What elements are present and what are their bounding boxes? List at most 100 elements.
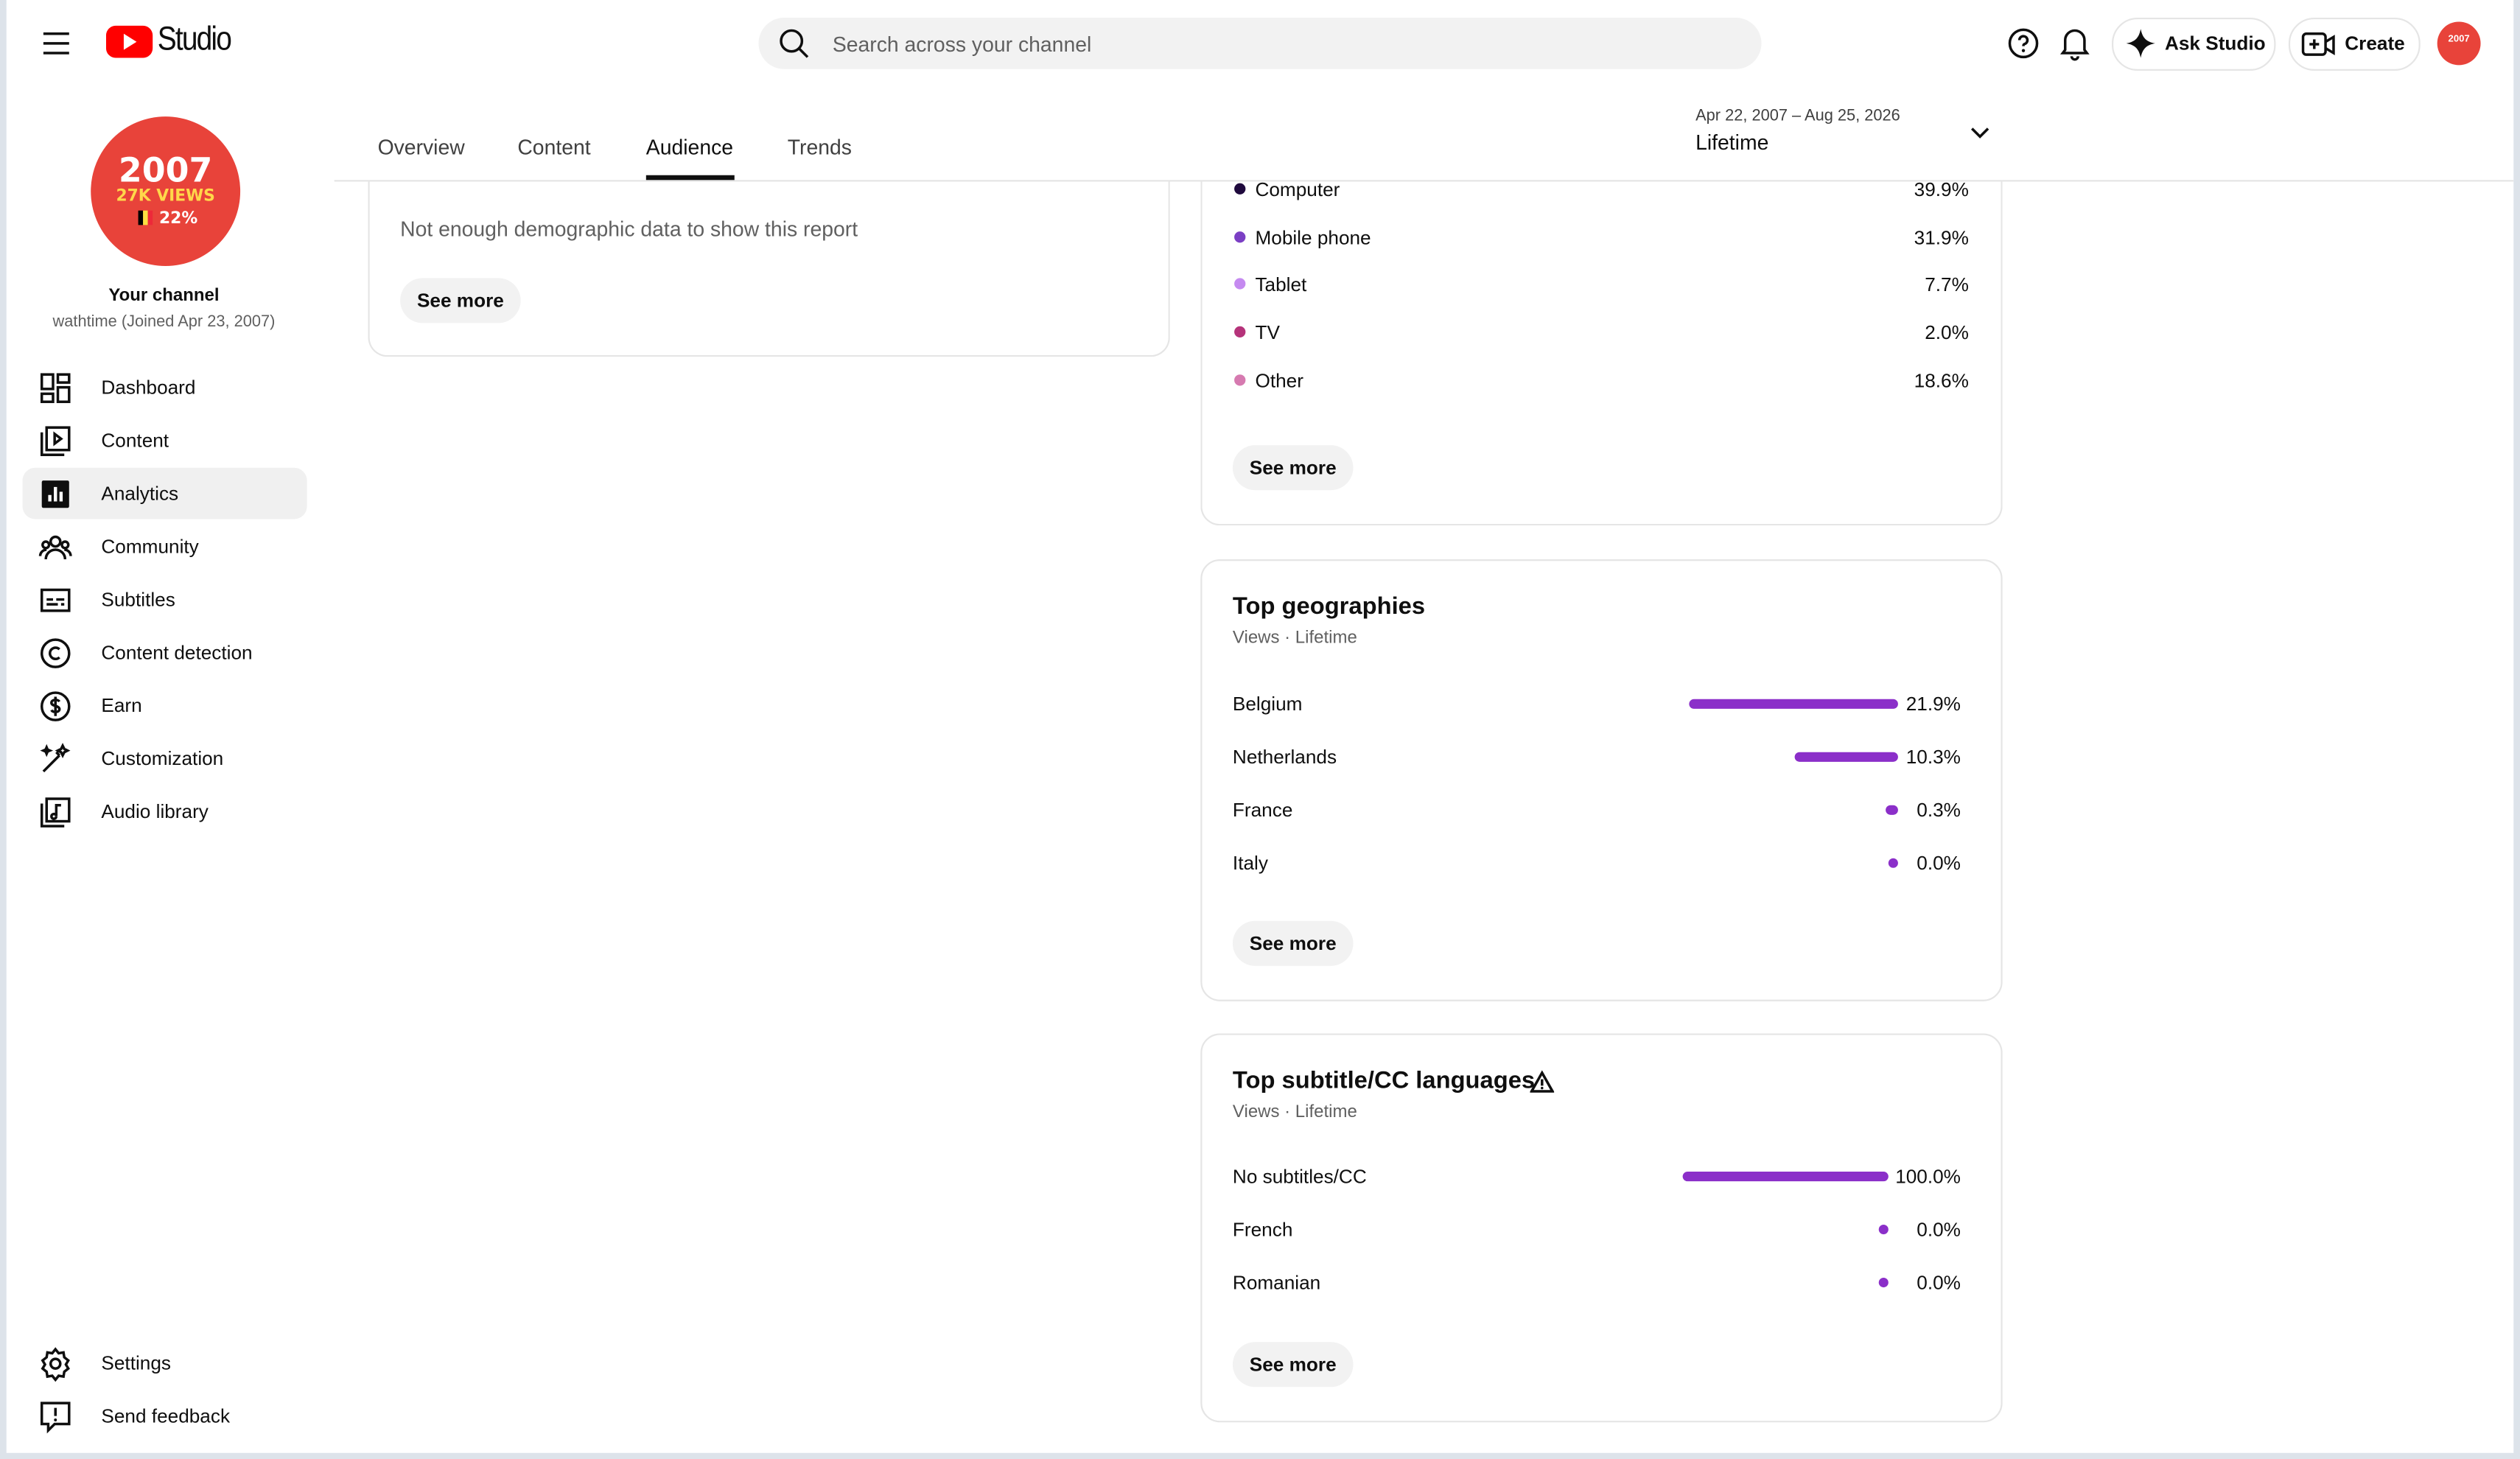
nav-label: Community <box>101 535 199 558</box>
nav-icon <box>41 480 69 508</box>
menu-button[interactable] <box>38 29 74 57</box>
legend-dot <box>1234 279 1246 290</box>
nav-label: Audio library <box>101 800 209 823</box>
account-avatar-year: 2007 <box>2449 33 2470 44</box>
help-button[interactable] <box>2007 27 2040 60</box>
legend-dot <box>1234 374 1246 386</box>
nav-item[interactable]: Earn <box>23 680 307 732</box>
legend-value: 2.0% <box>1925 321 1969 344</box>
tab[interactable]: Trends <box>787 135 852 159</box>
row-value: 21.9% <box>1905 693 1961 715</box>
legend-label: Tablet <box>1255 273 1307 297</box>
legend-value: 39.9% <box>1914 178 1969 201</box>
legend-dot <box>1234 326 1246 338</box>
tab[interactable]: Overview <box>377 135 465 159</box>
legend-row: Other 18.6% <box>1202 365 2001 397</box>
nav-item[interactable]: Settings <box>23 1337 307 1389</box>
nav-label: Dashboard <box>101 376 196 399</box>
legend-dot <box>1234 231 1246 242</box>
ask-studio-button[interactable]: Ask Studio <box>2111 17 2276 71</box>
nav-icon <box>40 691 71 721</box>
legend-value: 31.9% <box>1914 225 1969 249</box>
logo-icon[interactable] <box>105 24 154 60</box>
nav-item[interactable]: Content detection <box>23 627 307 679</box>
nav-icon <box>40 588 71 612</box>
row-label: Italy <box>1232 851 1268 875</box>
nav-label: Earn <box>101 694 142 717</box>
nav-item[interactable]: Audio library <box>23 786 307 838</box>
bar-track <box>1878 1225 1889 1235</box>
see-more-button[interactable]: See more <box>400 278 521 323</box>
nav-label: Customization <box>101 747 224 770</box>
bar-row: Belgium 21.9% <box>1202 688 2001 721</box>
create-icon <box>2301 32 2335 56</box>
bar-track <box>1878 1277 1889 1288</box>
tab[interactable]: Audience <box>645 135 734 159</box>
bar-track <box>1886 805 1898 815</box>
create-label: Create <box>2345 32 2405 55</box>
legend-value: 7.7% <box>1925 273 1969 297</box>
demographics-card: Not enough demographic data to show this… <box>368 181 1170 357</box>
date-range-dropdown[interactable] <box>1967 122 1993 145</box>
date-range-period: Lifetime <box>1695 130 1769 155</box>
avatar-views: 27K VIEWS <box>116 187 214 206</box>
demographics-message: Not enough demographic data to show this… <box>400 217 858 242</box>
logo-text[interactable]: Studio <box>157 21 232 58</box>
nav-icon <box>40 373 71 404</box>
see-more-button[interactable]: See more <box>1232 445 1354 491</box>
see-more-button[interactable]: See more <box>1232 1342 1354 1388</box>
nav-item[interactable]: Community <box>23 521 307 573</box>
legend-dot <box>1234 183 1246 195</box>
nav-item[interactable]: Content <box>23 415 307 466</box>
subtitle-languages-card: Top subtitle/CC languages Views · Lifeti… <box>1200 1033 2003 1423</box>
search-bar[interactable]: Search across your channel <box>758 17 1762 69</box>
card-subtitle: Views · Lifetime <box>1232 628 1357 648</box>
card-subtitle: Views · Lifetime <box>1232 1102 1357 1122</box>
channel-title: Your channel <box>108 286 220 306</box>
bar-track <box>1682 1172 1889 1182</box>
nav-label: Content <box>101 429 169 452</box>
legend-row: Mobile phone 31.9% <box>1202 221 2001 253</box>
bar-track <box>1794 752 1898 762</box>
row-label: French <box>1232 1218 1293 1241</box>
legend-row: Computer 39.9% <box>1202 174 2001 206</box>
row-label: No subtitles/CC <box>1232 1165 1367 1188</box>
bar-row: Romanian 0.0% <box>1202 1267 2001 1299</box>
nav-label: Send feedback <box>101 1404 231 1427</box>
nav-icon <box>40 743 71 773</box>
nav-item[interactable]: Subtitles <box>23 574 307 626</box>
bar-track <box>1888 858 1898 868</box>
nav-item[interactable]: Analytics <box>22 467 307 519</box>
create-button[interactable]: Create <box>2288 17 2421 71</box>
notifications-button[interactable] <box>2059 26 2091 61</box>
tab[interactable]: Content <box>517 135 591 159</box>
nav-label: Analytics <box>101 482 179 505</box>
bar-row: France 0.3% <box>1202 794 2001 826</box>
row-value: 0.0% <box>1917 851 1961 875</box>
search-placeholder: Search across your channel <box>832 32 1092 57</box>
channel-avatar[interactable]: 2007 27K VIEWS 22% <box>90 116 241 267</box>
warning-icon[interactable] <box>1530 1070 1555 1094</box>
account-avatar[interactable]: 2007 <box>2437 21 2482 66</box>
nav-item[interactable]: Send feedback <box>23 1390 307 1442</box>
row-value: 0.0% <box>1917 1218 1961 1241</box>
page: Studio Search across your channel Ask St… <box>6 0 2514 1453</box>
bar-row: French 0.0% <box>1202 1214 2001 1246</box>
nav-icon <box>41 1347 70 1382</box>
nav-item[interactable]: Customization <box>23 733 307 785</box>
channel-handle: wathtime (Joined Apr 23, 2007) <box>52 313 276 332</box>
nav-item[interactable]: Dashboard <box>23 362 307 413</box>
date-range-dates: Apr 22, 2007 – Aug 25, 2026 <box>1695 108 1900 126</box>
legend-row: Tablet 7.7% <box>1202 269 2001 301</box>
bar-row: Netherlands 10.3% <box>1202 741 2001 773</box>
device-type-card: See more Computer 39.9% Mobile phone 31.9% T… <box>1200 178 2003 526</box>
card-title: Top geographies <box>1232 592 1426 620</box>
avatar-share: 22% <box>159 209 197 228</box>
ask-studio-label: Ask Studio <box>2164 32 2266 55</box>
nav-icon <box>38 535 72 560</box>
nav-icon <box>40 1402 71 1434</box>
row-value: 100.0% <box>1895 1165 1961 1188</box>
nav-icon <box>40 426 71 457</box>
legend-value: 18.6% <box>1914 369 1969 392</box>
see-more-button[interactable]: See more <box>1232 920 1354 966</box>
